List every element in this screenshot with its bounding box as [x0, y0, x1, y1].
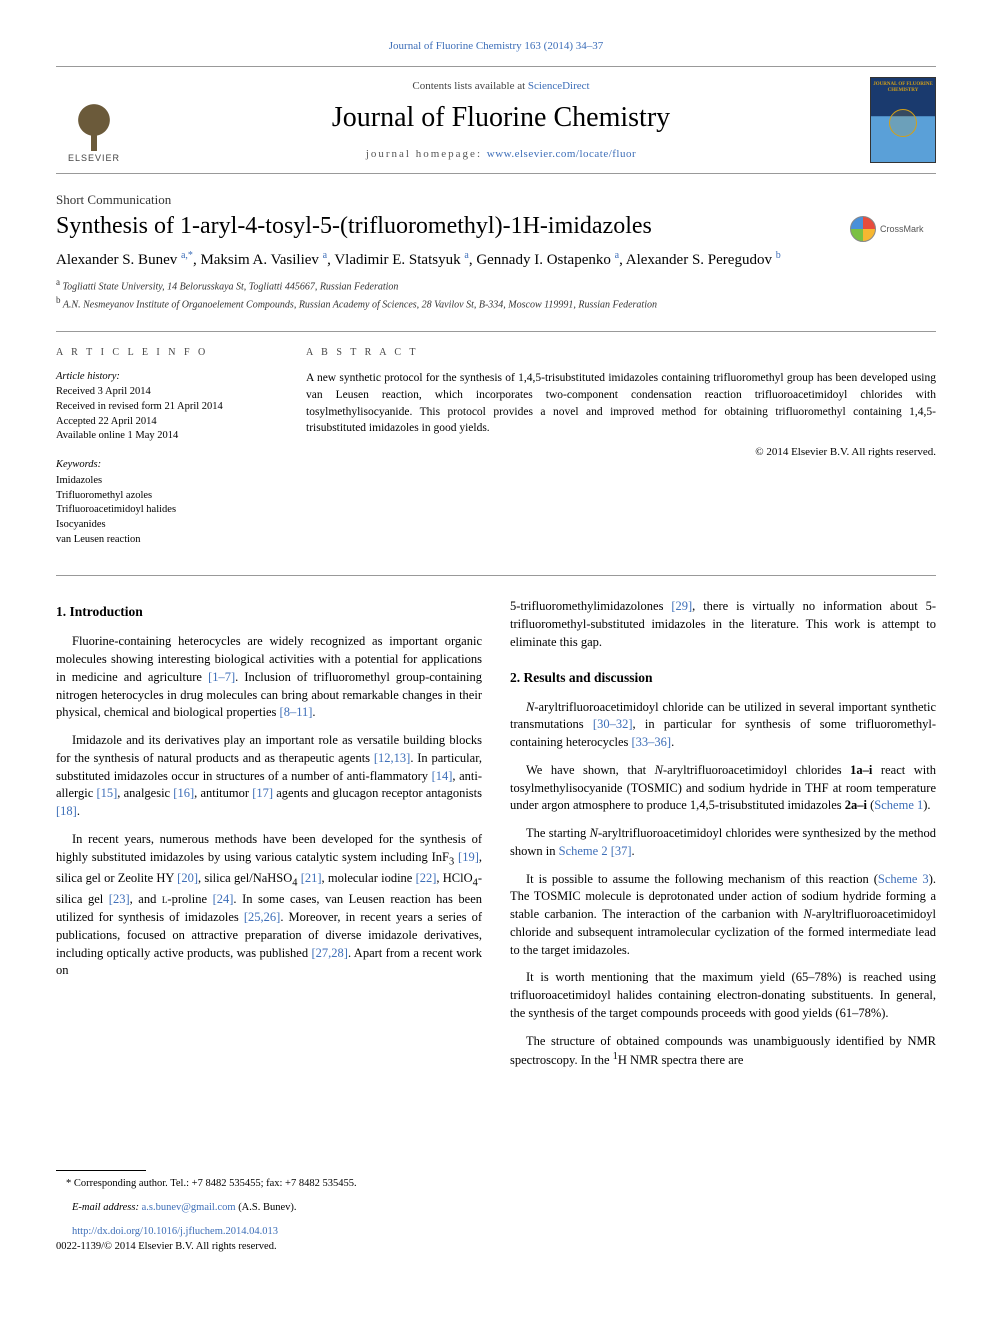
abstract: A B S T R A C T A new synthetic protocol… — [306, 346, 936, 562]
article-info-head: A R T I C L E I N F O — [56, 346, 266, 360]
ref-link[interactable]: [23] — [109, 892, 130, 906]
sec1-p1: Fluorine-containing heterocycles are wid… — [56, 633, 482, 722]
sec2-p3: The starting N-aryltrifluoroacetimidoyl … — [510, 825, 936, 861]
ref-link[interactable]: Scheme 2 — [559, 844, 608, 858]
contents-line: Contents lists available at ScienceDirec… — [132, 80, 870, 92]
journal-cover-thumb: JOURNAL OF FLUORINE CHEMISTRY — [870, 77, 936, 163]
ref-link[interactable]: [22] — [416, 871, 437, 885]
affil-b-text: A.N. Nesmeyanov Institute of Organoeleme… — [63, 300, 657, 311]
homepage-label: journal homepage: — [366, 148, 487, 160]
doi-link[interactable]: http://dx.doi.org/10.1016/j.jfluchem.201… — [72, 1226, 278, 1237]
ref-link[interactable]: [16] — [173, 786, 194, 800]
article-title: Synthesis of 1-aryl-4-tosyl-5-(trifluoro… — [56, 212, 850, 241]
ref-link[interactable]: Scheme 3 — [878, 872, 929, 886]
ref-link[interactable]: [17] — [252, 786, 273, 800]
article-history: Article history: Received 3 April 2014 R… — [56, 370, 266, 444]
affiliation-a: a Togliatti State University, 14 Belorus… — [56, 276, 936, 294]
ref-link[interactable]: Scheme 1 — [874, 798, 923, 812]
email-label: E-mail address: — [72, 1202, 142, 1213]
doi-block: http://dx.doi.org/10.1016/j.jfluchem.201… — [56, 1225, 482, 1253]
contents-prefix: Contents lists available at — [412, 80, 527, 92]
cover-title: JOURNAL OF FLUORINE CHEMISTRY — [871, 82, 935, 93]
ref-link[interactable]: [30–32] — [593, 717, 633, 731]
article-body: 1. Introduction Fluorine-containing hete… — [56, 598, 936, 1263]
ref-link[interactable]: [37] — [611, 844, 632, 858]
affil-a-text: Togliatti State University, 14 Belorussk… — [63, 281, 399, 292]
ref-link[interactable]: [25,26] — [244, 910, 280, 924]
crossmark-badge[interactable]: CrossMark — [850, 216, 936, 242]
footnote-corresponding: * Corresponding author. Tel.: +7 8482 53… — [56, 1177, 482, 1191]
ref-link[interactable]: [15] — [96, 786, 117, 800]
sec1-p2: Imidazole and its derivatives play an im… — [56, 732, 482, 821]
keyword-0: Imidazoles — [56, 474, 266, 489]
abstract-head: A B S T R A C T — [306, 346, 936, 361]
history-accepted: Accepted 22 April 2014 — [56, 415, 266, 430]
email-tail: (A.S. Bunev). — [236, 1202, 297, 1213]
history-label: Article history: — [56, 370, 266, 385]
keyword-3: Isocyanides — [56, 518, 266, 533]
journal-header: ELSEVIER Contents lists available at Sci… — [56, 66, 936, 174]
keywords-label: Keywords: — [56, 458, 266, 473]
homepage-link[interactable]: www.elsevier.com/locate/fluor — [487, 148, 636, 160]
homepage-line: journal homepage: www.elsevier.com/locat… — [132, 148, 870, 160]
ref-link[interactable]: [27,28] — [312, 946, 348, 960]
cover-icon — [889, 109, 917, 137]
journal-reference: Journal of Fluorine Chemistry 163 (2014)… — [56, 40, 936, 52]
footnote-separator — [56, 1170, 146, 1171]
ref-link[interactable]: [8–11] — [280, 705, 313, 719]
history-online: Available online 1 May 2014 — [56, 429, 266, 444]
issn-line: 0022-1139/© 2014 Elsevier B.V. All right… — [56, 1241, 277, 1252]
ref-link[interactable]: [24] — [213, 892, 234, 906]
abstract-copyright: © 2014 Elsevier B.V. All rights reserved… — [306, 445, 936, 461]
keyword-4: van Leusen reaction — [56, 533, 266, 548]
col2-p1: 5-trifluoromethylimidazolones [29], ther… — [510, 598, 936, 651]
elsevier-tree-icon — [64, 93, 124, 153]
sciencedirect-link[interactable]: ScienceDirect — [528, 80, 590, 92]
ref-link[interactable]: [12,13] — [374, 751, 410, 765]
sec2-p4: It is possible to assume the following m… — [510, 871, 936, 960]
ref-link[interactable]: [19] — [458, 850, 479, 864]
keyword-2: Trifluoroacetimidoyl halides — [56, 503, 266, 518]
authors: Alexander S. Bunev a,*, Maksim A. Vasili… — [56, 249, 936, 270]
sec1-p3: In recent years, numerous methods have b… — [56, 831, 482, 980]
affiliations: a Togliatti State University, 14 Belorus… — [56, 276, 936, 313]
history-revised: Received in revised form 21 April 2014 — [56, 400, 266, 415]
page: Journal of Fluorine Chemistry 163 (2014)… — [0, 0, 992, 1304]
title-row: Synthesis of 1-aryl-4-tosyl-5-(trifluoro… — [56, 212, 936, 249]
elsevier-logo: ELSEVIER — [56, 77, 132, 163]
keyword-1: Trifluoromethyl azoles — [56, 489, 266, 504]
header-center: Contents lists available at ScienceDirec… — [132, 80, 870, 160]
crossmark-label: CrossMark — [880, 224, 924, 234]
ref-link[interactable]: [29] — [671, 599, 692, 613]
journal-name: Journal of Fluorine Chemistry — [132, 102, 870, 134]
sec2-p2: We have shown, that N-aryltrifluoroaceti… — [510, 762, 936, 815]
abstract-text: A new synthetic protocol for the synthes… — [306, 370, 936, 437]
article-meta: A R T I C L E I N F O Article history: R… — [56, 331, 936, 577]
journal-ref-link[interactable]: Journal of Fluorine Chemistry 163 (2014)… — [389, 40, 603, 52]
ref-link[interactable]: [21] — [301, 871, 322, 885]
sec1-title: 1. Introduction — [56, 602, 482, 621]
elsevier-text: ELSEVIER — [68, 153, 120, 163]
ref-link[interactable]: [1–7] — [208, 670, 235, 684]
footnote-email: E-mail address: a.s.bunev@gmail.com (A.S… — [56, 1201, 482, 1215]
sec2-p1: N-aryltrifluoroacetimidoyl chloride can … — [510, 699, 936, 752]
article-type: Short Communication — [56, 192, 936, 208]
affiliation-b: b A.N. Nesmeyanov Institute of Organoele… — [56, 294, 936, 312]
crossmark-icon — [850, 216, 876, 242]
sec2-p5: It is worth mentioning that the maximum … — [510, 969, 936, 1022]
ref-link[interactable]: [33–36] — [631, 735, 671, 749]
sec2-title: 2. Results and discussion — [510, 668, 936, 687]
keywords-block: Keywords: Imidazoles Trifluoromethyl azo… — [56, 458, 266, 547]
sec2-p6: The structure of obtained compounds was … — [510, 1033, 936, 1071]
ref-link[interactable]: [18] — [56, 804, 77, 818]
ref-link[interactable]: [14] — [432, 769, 453, 783]
email-link[interactable]: a.s.bunev@gmail.com — [142, 1202, 236, 1213]
ref-link[interactable]: [20] — [177, 871, 198, 885]
history-received: Received 3 April 2014 — [56, 385, 266, 400]
article-info: A R T I C L E I N F O Article history: R… — [56, 346, 266, 562]
